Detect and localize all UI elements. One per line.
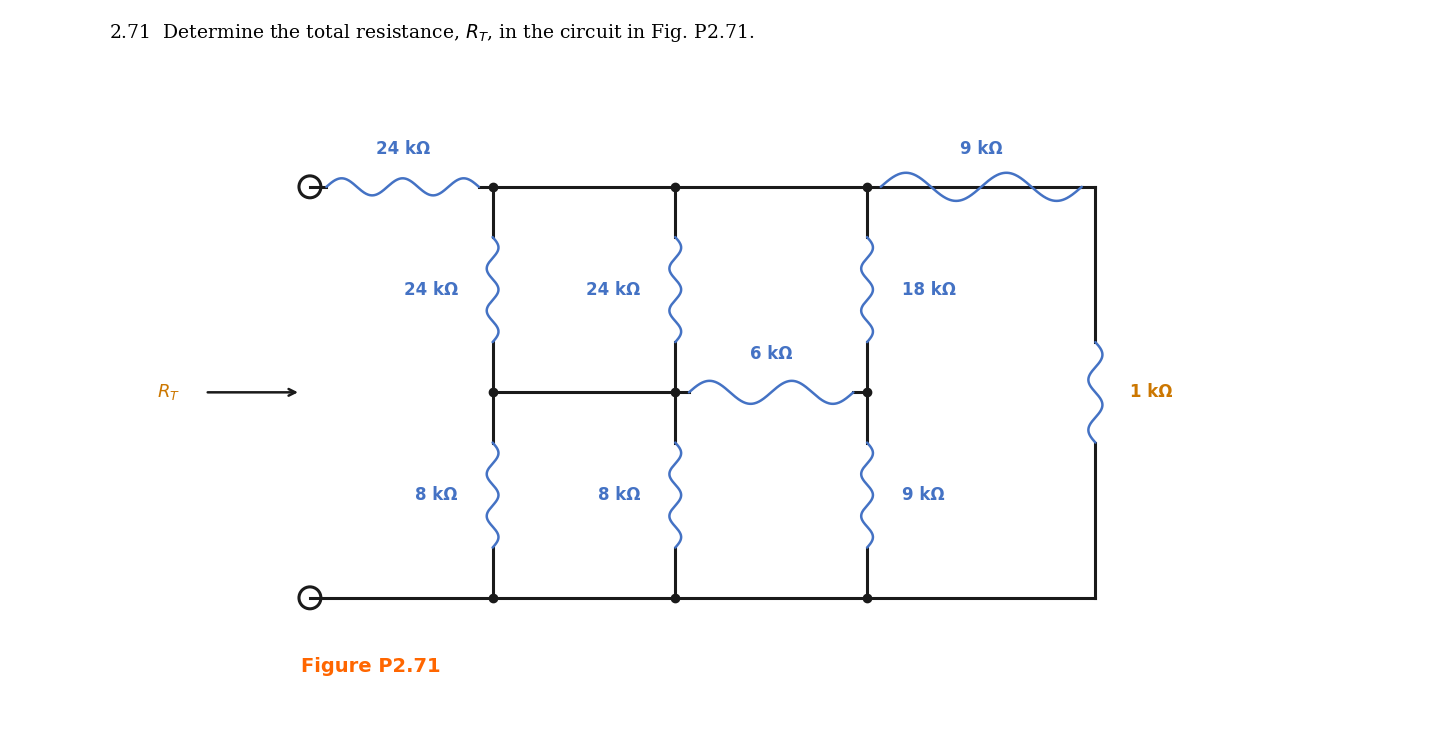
Text: 6 kΩ: 6 kΩ [750, 345, 792, 363]
Text: 24 kΩ: 24 kΩ [586, 281, 640, 299]
Text: 24 kΩ: 24 kΩ [376, 140, 429, 157]
Text: $R_T$: $R_T$ [157, 382, 180, 402]
Text: Figure P2.71: Figure P2.71 [300, 657, 441, 676]
Text: 24 kΩ: 24 kΩ [403, 281, 459, 299]
Text: 1 kΩ: 1 kΩ [1130, 384, 1172, 401]
Text: 8 kΩ: 8 kΩ [415, 486, 459, 504]
Text: 18 kΩ: 18 kΩ [901, 281, 956, 299]
Text: 2.71  Determine the total resistance, $R_T$, in the circuit in Fig. P2.71.: 2.71 Determine the total resistance, $R_… [109, 22, 755, 44]
Text: 9 kΩ: 9 kΩ [961, 140, 1003, 157]
Text: 9 kΩ: 9 kΩ [901, 486, 945, 504]
Text: 8 kΩ: 8 kΩ [598, 486, 640, 504]
